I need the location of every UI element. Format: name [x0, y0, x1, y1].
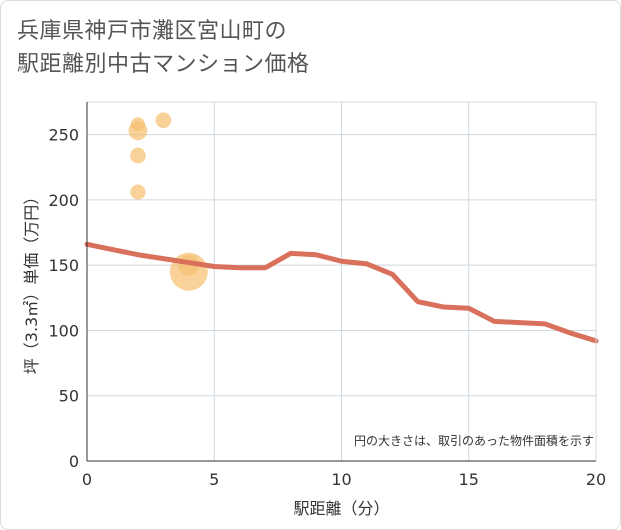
- axes: [86, 101, 597, 462]
- y-tick-label: 50: [59, 387, 79, 406]
- x-tick-label: 0: [82, 470, 92, 489]
- chart-title: 兵庫県神戸市灘区宮山町の 駅距離別中古マンション価格: [17, 15, 310, 81]
- scatter-point: [130, 147, 146, 164]
- size-annotation: 円の大きさは、取引のあった物件面積を示す: [354, 433, 594, 448]
- scatter-point: [128, 121, 148, 141]
- price-line: [84, 241, 599, 344]
- x-tick-label: 20: [586, 470, 606, 489]
- y-tick-label: 100: [48, 321, 79, 340]
- chart-title-line1: 兵庫県神戸市灘区宮山町の: [17, 19, 288, 44]
- grid: [87, 102, 596, 461]
- chart-title-line2: 駅距離別中古マンション価格: [17, 52, 310, 77]
- y-tick-label: 0: [69, 452, 79, 471]
- y-tick-label: 200: [48, 191, 79, 210]
- y-axis-title: 坪（3.3㎡）単価（万円）: [22, 189, 41, 374]
- scatter-point: [155, 112, 172, 129]
- x-axis-title: 駅距離（分）: [293, 499, 389, 518]
- x-tick-label: 5: [209, 470, 219, 489]
- x-tick-label: 15: [459, 470, 479, 489]
- x-tick-label: 10: [331, 470, 351, 489]
- scatter-point: [130, 184, 146, 200]
- tick-labels: 0 50 100 150 200 250 0 5 10 15 20: [48, 126, 606, 489]
- y-tick-label: 150: [48, 256, 79, 275]
- y-tick-label: 250: [48, 126, 79, 145]
- line-series: [84, 241, 599, 344]
